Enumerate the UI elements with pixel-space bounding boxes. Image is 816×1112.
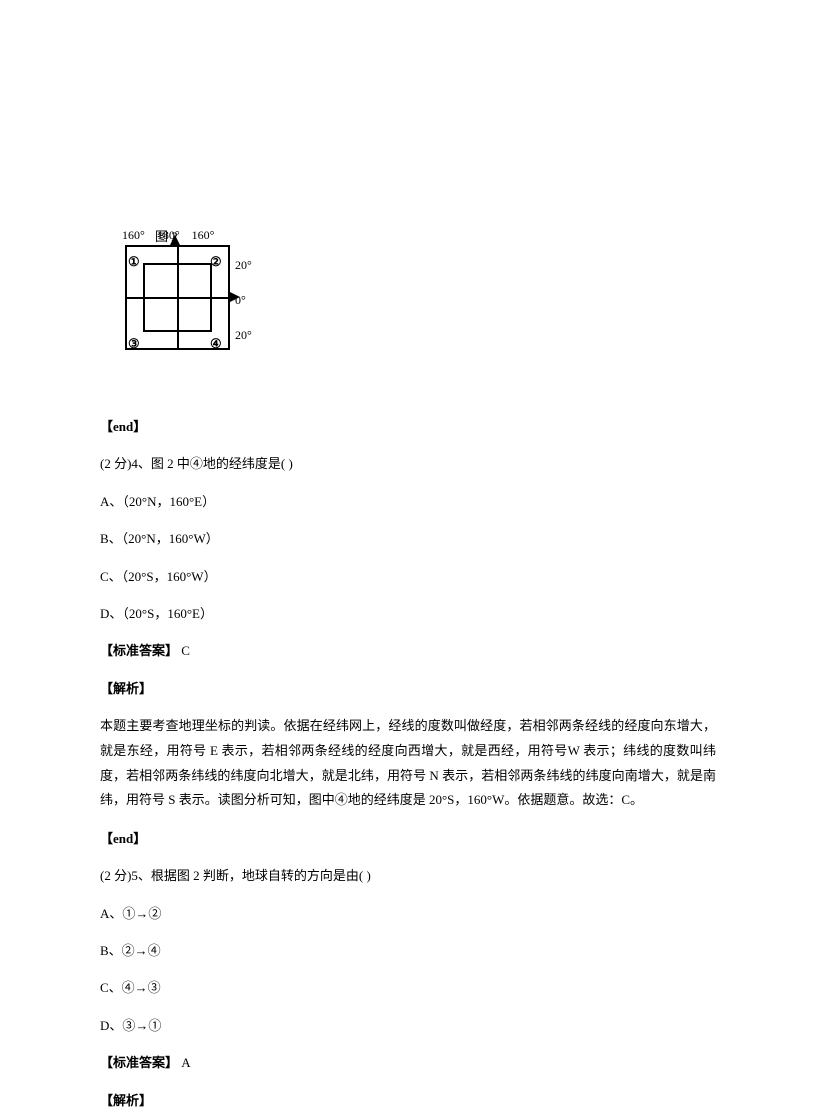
q5-option-d: D、③→① [100,1014,716,1037]
q4-answer-line: 【标准答案】 C [100,639,716,662]
q4-option-b: B、（20°N，160°W） [100,527,716,550]
q5-option-c: C、④→③ [100,976,716,999]
end-marker-1: 【end】 [100,415,716,438]
q5-option-a: A、①→② [100,902,716,925]
q4-answer-label: 【标准答案】 [100,643,178,658]
lat-label-3: 20° [235,325,252,347]
north-arrow-icon [170,235,180,245]
q4-option-a: A、（20°N，160°E） [100,490,716,513]
q5-option-b: B、②→④ [100,939,716,962]
point-3-label: ③ [128,332,140,355]
q4-prompt: (2 分)4、图 2 中④地的经纬度是( ) [100,452,716,475]
end-marker-2: 【end】 [100,827,716,850]
longitude-labels: 160° 180° 160° [122,225,214,247]
q4-option-c: C、（20°S，160°W） [100,565,716,588]
q5-answer-label: 【标准答案】 [100,1055,178,1070]
q5-analysis-label: 【解析】 [100,1089,716,1112]
q5-answer-line: 【标准答案】 A [100,1051,716,1074]
diagram-container: 160° 180° 160° 20° 0° 20° ① ② ③ ④ 图 2 [110,225,716,395]
q4-analysis-label: 【解析】 [100,677,716,700]
lon-label-1: 160° [122,225,145,247]
point-4-label: ④ [210,332,222,355]
point-1-label: ① [128,250,140,273]
lon-label-3: 160° [192,225,215,247]
q4-option-d: D、（20°S，160°E） [100,602,716,625]
q5-prompt: (2 分)5、根据图 2 判断，地球自转的方向是由( ) [100,864,716,887]
q4-analysis-text: 本题主要考查地理坐标的判读。依据在经纬网上，经线的度数叫做经度，若相邻两条经线的… [100,714,716,813]
lat-label-1: 20° [235,255,252,277]
coordinate-grid-diagram: 160° 180° 160° 20° 0° 20° ① ② ③ ④ 图 2 [110,225,270,395]
q4-answer-value: C [178,643,190,658]
point-2-label: ② [210,250,222,273]
lat-label-2: 0° [235,290,246,312]
q5-answer-value: A [178,1055,191,1070]
horizontal-midline [125,297,230,299]
